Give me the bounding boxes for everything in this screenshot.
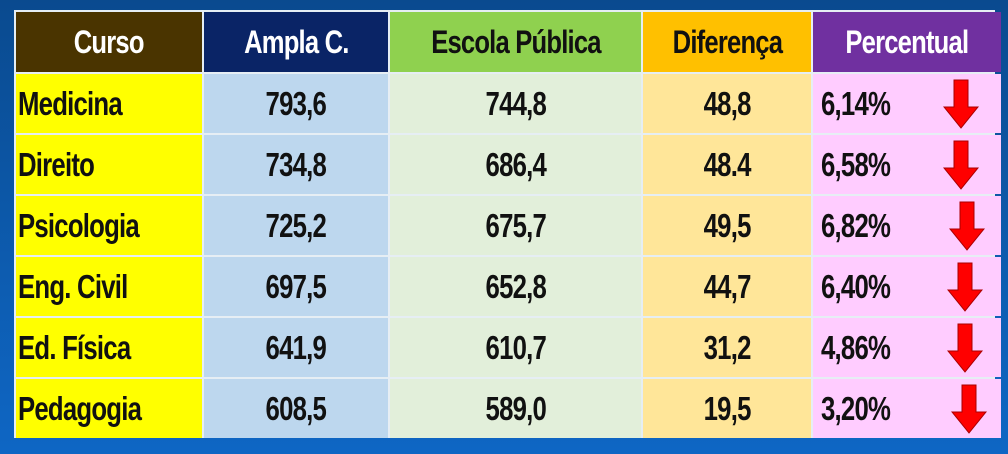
cell-percentual-value: 6,14% [821, 84, 891, 122]
cell-ampla-value: 734,8 [265, 145, 327, 183]
header-diferenca: Diferença [643, 12, 811, 72]
cell-diferenca-value: 49,5 [703, 206, 752, 244]
cell-escola-publica-value: 610,7 [485, 328, 546, 366]
down-arrow-icon [949, 201, 985, 251]
cell-curso: Medicina [16, 74, 202, 133]
cell-curso: Eng. Civil [16, 257, 202, 316]
cell-percentual-value: 6,58% [821, 145, 891, 183]
cell-diferenca-value: 44,7 [703, 267, 752, 305]
cell-diferenca-value: 19,5 [703, 389, 752, 427]
cell-diferenca: 48.4 [643, 135, 811, 194]
cell-escola-publica-value: 744,8 [485, 84, 546, 122]
cell-percentual: 4,86% [813, 318, 1001, 377]
cell-diferenca: 48,8 [643, 74, 811, 133]
cell-percentual-value: 3,20% [821, 389, 891, 427]
cell-escola-publica-value: 652,8 [485, 267, 546, 305]
cell-ampla: 725,2 [204, 196, 388, 255]
cell-percentual-value: 4,86% [821, 328, 891, 366]
cell-diferenca: 49,5 [643, 196, 811, 255]
cell-curso-value: Pedagogia [18, 389, 142, 427]
cell-percentual-value: 6,40% [821, 267, 891, 305]
cell-curso-value: Psicologia [18, 206, 140, 244]
cell-escola-publica: 589,0 [390, 379, 641, 438]
cell-percentual-value: 6,82% [821, 206, 891, 244]
cell-diferenca: 31,2 [643, 318, 811, 377]
cell-percentual: 6,40% [813, 257, 1001, 316]
cell-ampla: 793,6 [204, 74, 388, 133]
header-percentual: Percentual [813, 12, 1001, 72]
cell-diferenca-value: 48.4 [703, 145, 752, 183]
cell-curso-value: Medicina [18, 84, 123, 122]
down-arrow-icon [943, 140, 979, 190]
down-arrow-icon [947, 262, 983, 312]
down-arrow-icon [947, 323, 983, 373]
cell-ampla-value: 725,2 [265, 206, 327, 244]
cell-diferenca-value: 31,2 [703, 328, 752, 366]
cell-ampla: 734,8 [204, 135, 388, 194]
header-curso: Curso [16, 12, 202, 72]
cell-curso: Psicologia [16, 196, 202, 255]
cell-diferenca-value: 48,8 [703, 84, 752, 122]
header-label: Escola Pública [430, 23, 601, 60]
cell-percentual: 6,82% [813, 196, 1001, 255]
header-label: Percentual [845, 23, 970, 60]
cell-ampla: 641,9 [204, 318, 388, 377]
header-label: Curso [74, 23, 145, 60]
header-escola-publica: Escola Pública [390, 12, 641, 72]
cell-curso-value: Ed. Física [18, 328, 131, 366]
cell-curso-value: Eng. Civil [18, 267, 128, 305]
cell-ampla: 608,5 [204, 379, 388, 438]
cell-percentual: 6,58% [813, 135, 1001, 194]
cell-escola-publica-value: 686,4 [485, 145, 546, 183]
cell-escola-publica: 652,8 [390, 257, 641, 316]
cell-escola-publica: 675,7 [390, 196, 641, 255]
header-label: Diferença [672, 23, 782, 60]
cell-ampla: 697,5 [204, 257, 388, 316]
cell-ampla-value: 641,9 [265, 328, 327, 366]
cell-percentual: 3,20% [813, 379, 1001, 438]
down-arrow-icon [943, 79, 979, 129]
cell-escola-publica: 744,8 [390, 74, 641, 133]
cell-diferenca: 44,7 [643, 257, 811, 316]
cell-curso: Pedagogia [16, 379, 202, 438]
cell-escola-publica: 610,7 [390, 318, 641, 377]
cell-ampla-value: 697,5 [265, 267, 327, 305]
cell-diferenca: 19,5 [643, 379, 811, 438]
cell-percentual: 6,14% [813, 74, 1001, 133]
down-arrow-icon [951, 384, 987, 434]
header-ampla: Ampla C. [204, 12, 388, 72]
cell-curso-value: Direito [18, 145, 95, 183]
cell-curso: Direito [16, 135, 202, 194]
cell-ampla-value: 793,6 [265, 84, 327, 122]
cell-escola-publica-value: 589,0 [485, 389, 546, 427]
score-comparison-table: Curso Ampla C. Escola Pública Diferença … [14, 10, 1001, 438]
cell-escola-publica-value: 675,7 [485, 206, 546, 244]
header-label: Ampla C. [243, 23, 349, 60]
cell-curso: Ed. Física [16, 318, 202, 377]
cell-ampla-value: 608,5 [265, 389, 327, 427]
cell-escola-publica: 686,4 [390, 135, 641, 194]
